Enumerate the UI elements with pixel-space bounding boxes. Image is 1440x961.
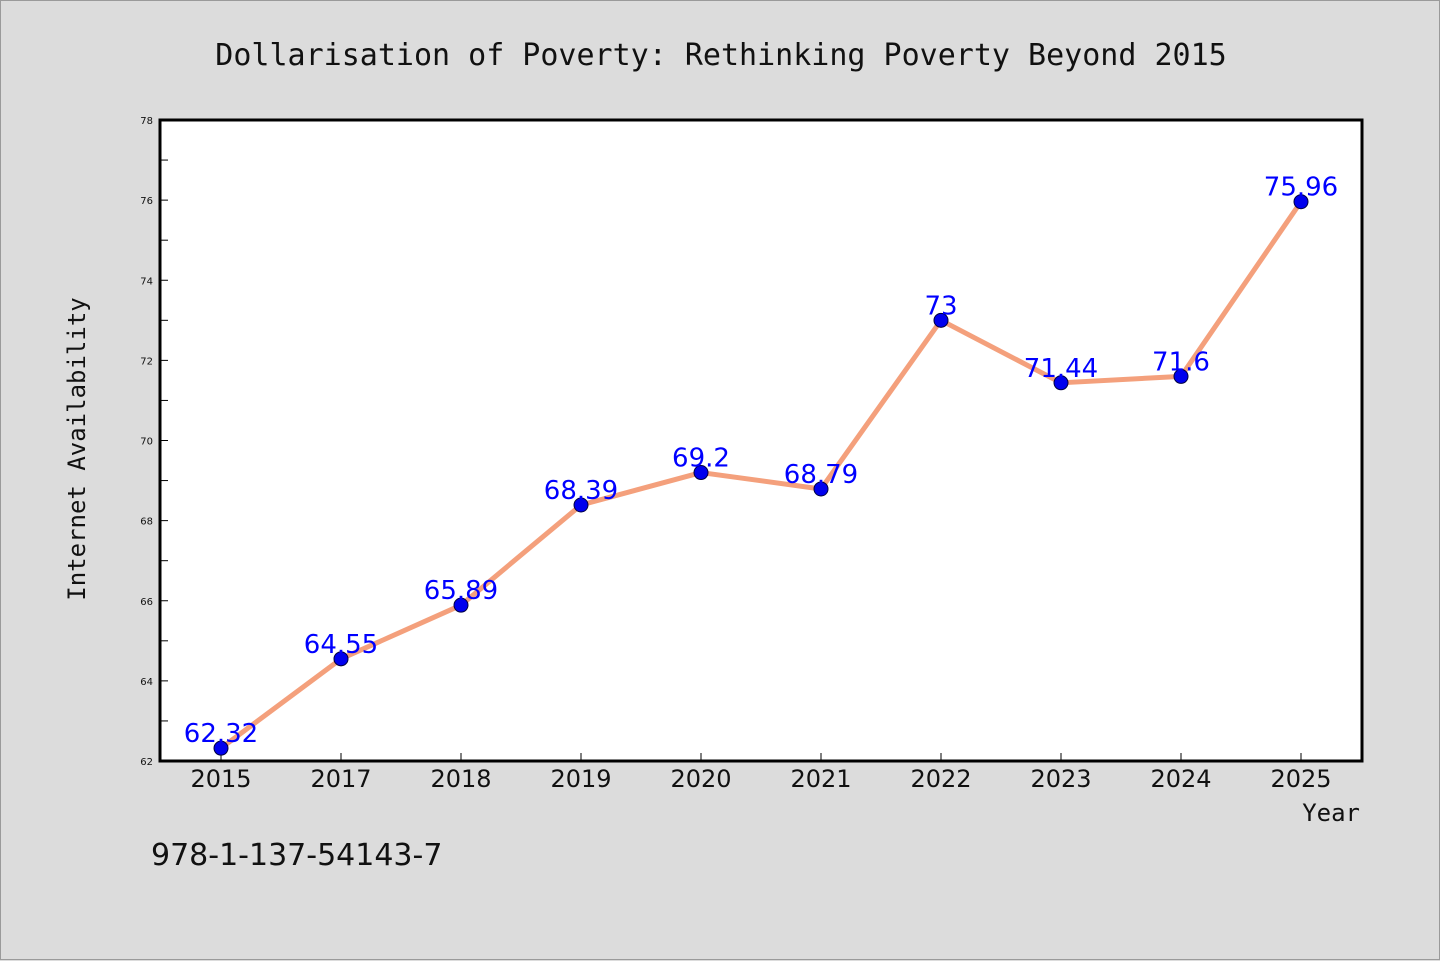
data-point-marker — [693, 465, 709, 481]
y-tick-label: 66 — [140, 597, 153, 608]
data-point-label: 64.55 — [304, 630, 378, 660]
data-point-label: 65.89 — [424, 576, 498, 606]
x-axis: 2015 2017 2018 2019 2020 2021 2022 2023 2024 2025 — [190, 753, 1332, 793]
data-markers — [213, 194, 1309, 756]
data-point-marker — [813, 481, 829, 497]
data-point-marker — [333, 651, 349, 667]
data-point-marker — [213, 740, 229, 756]
y-axis-label: Internet Availability — [63, 297, 91, 600]
data-point-marker — [933, 312, 949, 328]
x-tick-label: 2018 — [430, 765, 491, 793]
x-tick-label: 2022 — [910, 765, 971, 793]
series-line — [219, 200, 1304, 751]
y-tick-label: 68 — [140, 517, 153, 528]
data-point-marker — [1053, 375, 1069, 391]
data-point-label: 71.6 — [1152, 347, 1210, 377]
data-point-marker — [573, 497, 589, 513]
y-tick-label: 76 — [140, 196, 153, 207]
x-tick-label: 2017 — [310, 765, 371, 793]
y-tick-label: 64 — [140, 677, 153, 688]
x-tick-label: 2020 — [670, 765, 731, 793]
x-axis-label: Year — [1302, 799, 1360, 827]
y-tick-label: 74 — [140, 276, 153, 287]
data-point-label: 62.32 — [184, 719, 258, 749]
x-tick-label: 2025 — [1270, 765, 1331, 793]
data-point-marker — [1173, 368, 1189, 384]
data-point-label: 69.2 — [672, 444, 730, 474]
y-tick-label: 72 — [140, 356, 153, 367]
x-tick-label: 2015 — [190, 765, 251, 793]
data-point-marker — [1293, 194, 1309, 210]
data-point-label: 73 — [924, 291, 957, 321]
y-tick-label: 62 — [140, 757, 153, 768]
x-tick-label: 2024 — [1150, 765, 1211, 793]
y-tick-label: 70 — [140, 437, 153, 448]
data-point-label: 68.39 — [544, 476, 618, 506]
data-point-label: 68.79 — [784, 460, 858, 490]
y-axis: 62 64 66 68 70 72 74 76 78 — [140, 116, 168, 768]
data-labels: 62.32 64.55 65.89 68.39 69.2 68.79 73 71.44 71.6… — [184, 173, 1338, 749]
data-point-label: 71.44 — [1024, 354, 1098, 384]
isbn-footer: 978-1-137-54143-7 — [151, 838, 442, 873]
x-tick-label: 2021 — [790, 765, 851, 793]
x-tick-label: 2023 — [1030, 765, 1091, 793]
data-point-label: 75.96 — [1264, 173, 1338, 203]
x-tick-label: 2019 — [550, 765, 611, 793]
y-tick-label: 78 — [140, 116, 153, 127]
plot-area — [158, 118, 1364, 763]
data-point-marker — [453, 597, 469, 613]
chart-title: Dollarisation of Poverty: Rethinking Pov… — [215, 38, 1226, 73]
